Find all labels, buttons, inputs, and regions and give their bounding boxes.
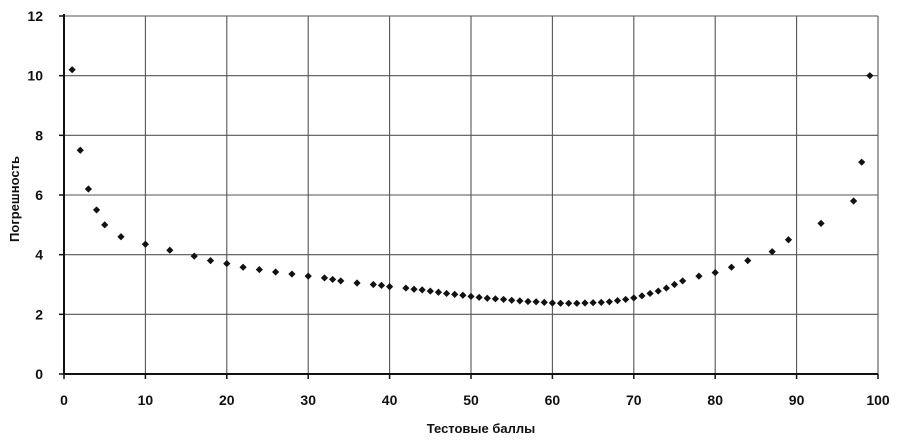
- axes: [59, 14, 879, 379]
- data-point: [386, 282, 394, 291]
- data-point: [695, 272, 703, 280]
- data-point: [459, 291, 467, 299]
- data-point: [662, 284, 670, 292]
- x-tick-label: 60: [545, 392, 561, 408]
- data-point: [141, 240, 149, 248]
- data-point: [817, 219, 825, 227]
- data-point: [556, 299, 565, 307]
- x-tick-label: 10: [138, 392, 154, 408]
- y-tick-label: 2: [35, 306, 43, 322]
- data-point: [304, 272, 312, 280]
- data-point: [369, 280, 377, 289]
- data-point: [84, 185, 93, 193]
- data-point: [92, 206, 101, 214]
- data-point: [255, 265, 263, 274]
- data-point: [402, 284, 410, 292]
- data-point: [524, 297, 532, 306]
- data-point: [849, 197, 858, 205]
- data-point: [646, 289, 654, 298]
- data-point: [117, 233, 125, 241]
- x-tick-label: 50: [463, 392, 479, 408]
- data-point: [573, 299, 581, 307]
- data-point: [475, 293, 483, 301]
- data-point: [76, 146, 84, 154]
- y-tick-label: 12: [27, 8, 43, 24]
- tick-labels: 0 10 20 30 40 50 60 70 80 90 100 0 2 4 6 8 10 12: [27, 8, 889, 408]
- data-point: [442, 289, 451, 298]
- y-tick-label: 8: [35, 127, 43, 143]
- grid: [64, 15, 879, 374]
- data-point: [866, 72, 874, 80]
- data-point: [68, 66, 76, 74]
- data-point: [410, 285, 418, 293]
- data-point: [540, 298, 548, 306]
- x-tick-label: 70: [626, 392, 642, 408]
- y-tick-label: 10: [27, 68, 43, 84]
- data-point: [491, 295, 500, 303]
- data-point: [727, 263, 736, 271]
- data-point: [288, 270, 296, 278]
- x-tick-label: 80: [707, 392, 723, 408]
- data-point: [565, 299, 573, 307]
- x-tick-label: 40: [382, 392, 398, 408]
- data-point: [613, 297, 622, 305]
- x-tick-label: 90: [789, 392, 805, 408]
- y-tick-label: 4: [35, 247, 43, 263]
- data-point: [548, 299, 556, 307]
- data-point: [638, 292, 646, 300]
- y-tick-label: 6: [35, 187, 43, 203]
- data-point: [337, 277, 345, 285]
- x-tick-label: 100: [866, 392, 890, 408]
- data-point: [532, 298, 540, 306]
- data-point: [101, 221, 109, 229]
- data-point: [784, 236, 793, 244]
- data-point: [622, 295, 630, 304]
- x-tick-label: 20: [219, 392, 235, 408]
- data-point: [581, 299, 589, 307]
- data-point: [329, 275, 337, 284]
- data-point: [377, 281, 386, 289]
- data-points: [68, 66, 874, 307]
- data-point: [516, 297, 524, 305]
- data-point: [239, 263, 247, 271]
- data-point: [744, 257, 752, 265]
- data-point: [223, 260, 231, 268]
- data-point: [426, 287, 434, 295]
- data-point: [418, 286, 426, 294]
- y-axis-label: Погрешность: [7, 156, 22, 242]
- data-point: [166, 246, 174, 254]
- x-tick-label: 30: [300, 392, 316, 408]
- data-point: [679, 277, 687, 285]
- data-point: [467, 292, 475, 301]
- data-point: [190, 252, 198, 260]
- data-point: [605, 298, 613, 306]
- x-axis-label: Тестовые баллы: [427, 421, 536, 436]
- data-point: [499, 295, 508, 304]
- data-point: [434, 288, 443, 296]
- data-point: [451, 290, 459, 298]
- data-point: [654, 287, 662, 295]
- data-point: [597, 298, 605, 306]
- y-tick-label: 0: [35, 366, 43, 382]
- data-point: [858, 158, 866, 166]
- data-point: [483, 294, 491, 302]
- data-point: [768, 248, 776, 256]
- data-point: [272, 268, 280, 276]
- data-point: [711, 268, 719, 277]
- data-point: [353, 279, 361, 287]
- data-point: [589, 299, 597, 307]
- data-point: [508, 296, 516, 304]
- data-point: [206, 257, 215, 265]
- data-point: [670, 280, 679, 289]
- data-point: [320, 274, 329, 282]
- data-point: [630, 294, 638, 302]
- x-tick-label: 0: [60, 392, 68, 408]
